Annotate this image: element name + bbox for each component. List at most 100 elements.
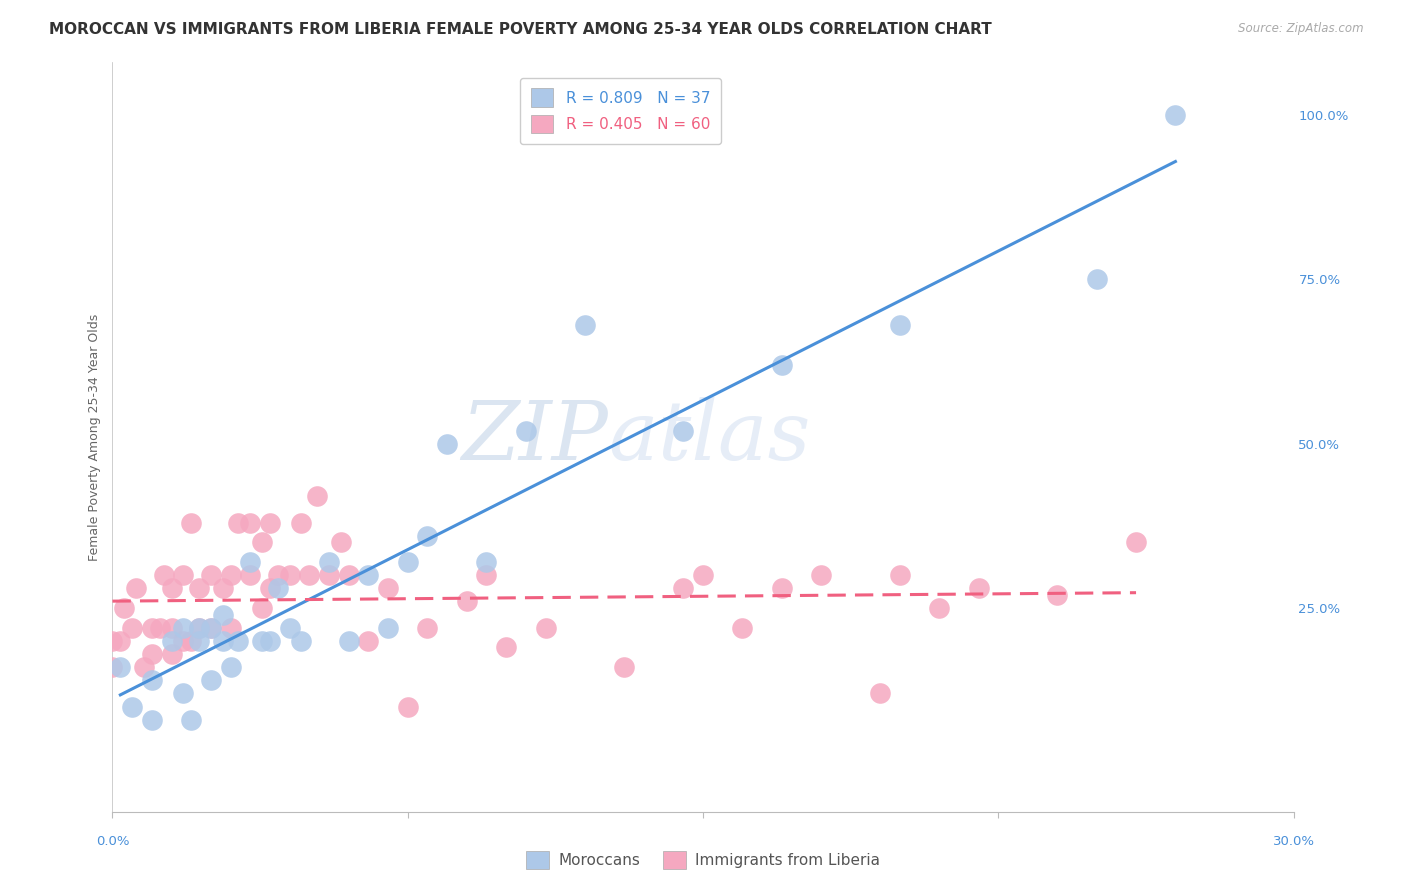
Point bbox=[574, 318, 596, 333]
Point bbox=[672, 424, 695, 438]
Point bbox=[416, 621, 439, 635]
Point bbox=[172, 568, 194, 582]
Point bbox=[1125, 535, 1147, 549]
Point bbox=[250, 601, 273, 615]
Point bbox=[770, 581, 793, 595]
Point bbox=[810, 568, 832, 582]
Point bbox=[475, 555, 498, 569]
Point bbox=[188, 621, 211, 635]
Point bbox=[141, 713, 163, 727]
Point bbox=[200, 673, 222, 688]
Point bbox=[377, 581, 399, 595]
Point bbox=[475, 568, 498, 582]
Point bbox=[141, 621, 163, 635]
Y-axis label: Female Poverty Among 25-34 Year Olds: Female Poverty Among 25-34 Year Olds bbox=[89, 313, 101, 561]
Point bbox=[692, 568, 714, 582]
Text: Source: ZipAtlas.com: Source: ZipAtlas.com bbox=[1239, 22, 1364, 36]
Point bbox=[200, 621, 222, 635]
Point bbox=[515, 424, 537, 438]
Point bbox=[188, 621, 211, 635]
Point bbox=[357, 568, 380, 582]
Point bbox=[416, 529, 439, 543]
Point bbox=[121, 699, 143, 714]
Point bbox=[188, 581, 211, 595]
Point bbox=[200, 568, 222, 582]
Point bbox=[318, 555, 340, 569]
Point bbox=[396, 555, 419, 569]
Text: MOROCCAN VS IMMIGRANTS FROM LIBERIA FEMALE POVERTY AMONG 25-34 YEAR OLDS CORRELA: MOROCCAN VS IMMIGRANTS FROM LIBERIA FEMA… bbox=[49, 22, 993, 37]
Point bbox=[152, 568, 174, 582]
Point bbox=[160, 647, 183, 661]
Point bbox=[534, 621, 557, 635]
Point bbox=[889, 568, 911, 582]
Point bbox=[267, 568, 290, 582]
Point bbox=[160, 621, 183, 635]
Point bbox=[149, 621, 172, 635]
Point bbox=[101, 660, 124, 674]
Point bbox=[228, 516, 250, 530]
Point bbox=[329, 535, 352, 549]
Point bbox=[141, 647, 163, 661]
Point bbox=[290, 633, 312, 648]
Point bbox=[613, 660, 636, 674]
Point bbox=[160, 581, 183, 595]
Point bbox=[110, 660, 132, 674]
Point bbox=[967, 581, 990, 595]
Point bbox=[318, 568, 340, 582]
Point bbox=[928, 601, 950, 615]
Point bbox=[211, 607, 233, 622]
Point bbox=[278, 568, 301, 582]
Legend: Moroccans, Immigrants from Liberia: Moroccans, Immigrants from Liberia bbox=[520, 845, 886, 875]
Point bbox=[121, 621, 143, 635]
Point bbox=[290, 516, 312, 530]
Text: ZIP: ZIP bbox=[461, 397, 609, 477]
Point bbox=[211, 581, 233, 595]
Point bbox=[307, 489, 329, 503]
Point bbox=[278, 621, 301, 635]
Legend: R = 0.809   N = 37, R = 0.405   N = 60: R = 0.809 N = 37, R = 0.405 N = 60 bbox=[520, 78, 721, 144]
Point bbox=[436, 436, 458, 450]
Point bbox=[141, 673, 163, 688]
Point bbox=[1164, 108, 1187, 122]
Point bbox=[180, 713, 202, 727]
Point bbox=[456, 594, 478, 608]
Point bbox=[298, 568, 321, 582]
Point bbox=[211, 633, 233, 648]
Point bbox=[101, 633, 124, 648]
Point bbox=[337, 633, 360, 648]
Text: atlas: atlas bbox=[609, 397, 811, 477]
Point bbox=[219, 568, 242, 582]
Point bbox=[172, 621, 194, 635]
Point bbox=[219, 660, 242, 674]
Point bbox=[869, 686, 891, 700]
Point bbox=[672, 581, 695, 595]
Point bbox=[770, 358, 793, 372]
Point bbox=[377, 621, 399, 635]
Point bbox=[180, 516, 202, 530]
Point bbox=[200, 621, 222, 635]
Point bbox=[1085, 272, 1108, 286]
Point bbox=[259, 516, 281, 530]
Point bbox=[239, 516, 262, 530]
Point bbox=[132, 660, 155, 674]
Point bbox=[396, 699, 419, 714]
Point bbox=[160, 633, 183, 648]
Point bbox=[889, 318, 911, 333]
Point bbox=[110, 633, 132, 648]
Point bbox=[1046, 588, 1069, 602]
Point bbox=[267, 581, 290, 595]
Point bbox=[259, 581, 281, 595]
Text: 0.0%: 0.0% bbox=[96, 835, 129, 847]
Point bbox=[239, 555, 262, 569]
Point bbox=[250, 633, 273, 648]
Point bbox=[112, 601, 135, 615]
Point bbox=[125, 581, 148, 595]
Text: 30.0%: 30.0% bbox=[1272, 835, 1315, 847]
Point bbox=[172, 686, 194, 700]
Point bbox=[172, 633, 194, 648]
Point bbox=[337, 568, 360, 582]
Point bbox=[239, 568, 262, 582]
Point bbox=[250, 535, 273, 549]
Point bbox=[219, 621, 242, 635]
Point bbox=[259, 633, 281, 648]
